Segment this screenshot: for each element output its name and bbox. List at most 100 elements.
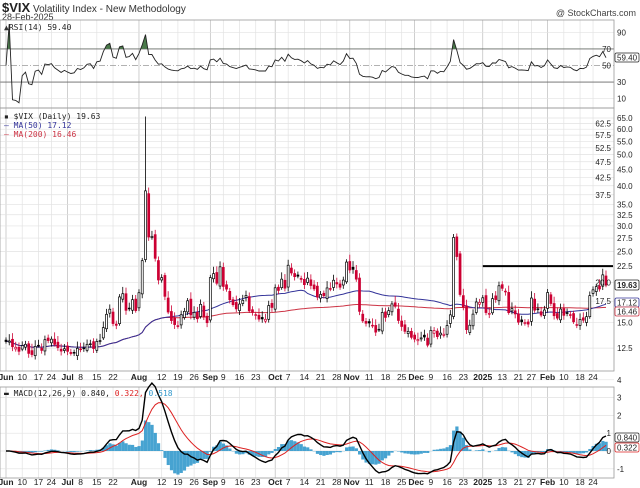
date-tick-label: 16 xyxy=(235,372,245,382)
candle xyxy=(358,273,361,316)
candle-body xyxy=(358,277,361,312)
macd-histogram-bar xyxy=(403,451,407,454)
macd-histogram-bar xyxy=(273,449,277,451)
macd-histogram-bar xyxy=(92,450,96,451)
candle xyxy=(316,282,319,301)
candle xyxy=(306,271,309,286)
macd-histogram-bar xyxy=(465,445,469,451)
candle-body xyxy=(212,273,215,280)
candle xyxy=(533,293,536,313)
candle-body xyxy=(491,298,494,314)
macd-histogram-bar xyxy=(481,449,485,451)
date-tick-label: Aug xyxy=(131,372,148,382)
candle-body xyxy=(562,308,566,316)
candle-body xyxy=(33,346,37,357)
date-tick-label: 25 xyxy=(397,477,407,487)
macd-histogram-bar xyxy=(315,451,320,454)
candle-body xyxy=(455,236,459,257)
candle-body xyxy=(173,317,176,325)
macd-histogram-bar xyxy=(565,451,569,453)
candle xyxy=(244,290,248,302)
macd-histogram-bar xyxy=(299,444,303,451)
candle-body xyxy=(108,308,112,314)
candle xyxy=(215,266,219,286)
candle xyxy=(270,299,274,312)
candle xyxy=(202,301,206,321)
candle xyxy=(166,291,170,315)
date-tick-label: 14 xyxy=(300,372,310,382)
price-value-badge: 19.63 xyxy=(614,279,640,291)
candle-body xyxy=(14,346,18,350)
candle xyxy=(384,307,387,322)
candle-body xyxy=(572,313,575,323)
candle-body xyxy=(474,301,478,313)
candle-body xyxy=(286,264,290,288)
candle xyxy=(234,295,238,313)
svg-text:0.840: 0.840 xyxy=(617,434,638,443)
candle-body xyxy=(520,319,524,323)
candle xyxy=(520,315,524,326)
candle-body xyxy=(316,285,319,298)
symbol-description: Volatility Index - New Methodology xyxy=(32,4,186,15)
candle xyxy=(105,308,108,332)
candle xyxy=(53,332,56,347)
candle xyxy=(205,312,209,328)
rsi-line xyxy=(5,23,607,104)
date-tick-label: 23 xyxy=(251,477,261,487)
macd-histogram-bar xyxy=(95,449,99,451)
date-tick-label: Jul xyxy=(61,372,73,382)
candle-body xyxy=(46,337,50,341)
candle-body xyxy=(257,314,261,320)
candle xyxy=(367,318,371,328)
date-tick-label: 24 xyxy=(47,477,57,487)
candle-body xyxy=(196,312,199,320)
date-tick-label: Oct xyxy=(268,477,282,487)
macd-histogram-bar xyxy=(166,451,170,466)
candle-body xyxy=(290,267,293,274)
candle-body xyxy=(134,298,138,311)
date-tick-label: Jul xyxy=(61,477,73,487)
macd-histogram-bar xyxy=(66,451,70,452)
svg-text:16.46: 16.46 xyxy=(617,308,638,317)
candle xyxy=(299,275,303,283)
candle-body xyxy=(82,347,86,350)
candle xyxy=(549,292,553,307)
macd-histogram-bar xyxy=(23,451,28,452)
macd-histogram-bar xyxy=(585,451,589,453)
candle xyxy=(335,277,339,289)
candle xyxy=(601,268,605,291)
date-tick-label: Oct xyxy=(268,372,282,382)
candle-body xyxy=(215,272,219,284)
macd-histogram-bar xyxy=(426,451,430,453)
candle xyxy=(150,230,154,240)
candle xyxy=(7,334,11,346)
chart-title: $VIX Volatility Index - New Methodology xyxy=(2,0,186,15)
candle-body xyxy=(17,346,21,352)
date-tick-label: 8 xyxy=(78,477,83,487)
macd-histogram-bar xyxy=(361,451,365,460)
candle-body xyxy=(225,284,228,290)
candle xyxy=(50,336,53,347)
price-tick-label: 12.5 xyxy=(617,344,633,353)
macd-histogram-bar xyxy=(27,451,31,453)
date-tick-label: 11 xyxy=(365,477,374,487)
price-tick-label: 62.5 xyxy=(595,119,611,128)
candle xyxy=(173,312,176,329)
candle-body xyxy=(27,343,31,354)
candle-body xyxy=(43,339,47,352)
candle xyxy=(523,319,527,326)
candle-body xyxy=(199,303,202,317)
date-tick-label: 21 xyxy=(316,372,326,382)
candle xyxy=(332,274,335,291)
macd-histogram-bar xyxy=(202,451,206,460)
candle-body xyxy=(484,295,488,313)
macd-histogram-bar xyxy=(338,451,342,453)
date-tick-label: Sep xyxy=(203,477,219,487)
candle xyxy=(11,333,14,352)
candle xyxy=(17,342,21,356)
candle-body xyxy=(601,274,605,287)
date-tick-label: 17 xyxy=(34,372,44,382)
candle xyxy=(218,261,222,290)
candle-body xyxy=(85,343,89,351)
candle xyxy=(20,341,24,352)
